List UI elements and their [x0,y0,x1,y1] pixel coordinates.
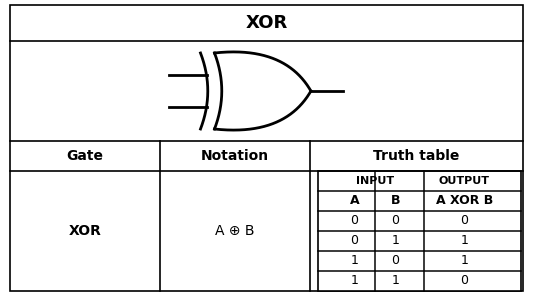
Text: OUTPUT: OUTPUT [439,176,490,186]
Text: 1: 1 [351,274,359,287]
Text: B: B [390,194,400,207]
Text: 0: 0 [391,215,399,228]
Text: Truth table: Truth table [373,149,459,163]
Text: XOR: XOR [69,224,101,238]
Text: A: A [350,194,359,207]
Text: XOR: XOR [245,14,288,32]
Text: 1: 1 [351,255,359,268]
Text: Gate: Gate [67,149,103,163]
Bar [318,171,521,291]
Text: 1: 1 [460,255,468,268]
Text: 0: 0 [351,215,359,228]
Text: 0: 0 [351,234,359,247]
Text: A ⊕ B: A ⊕ B [215,224,255,238]
Text: 1: 1 [391,234,399,247]
Text: 0: 0 [391,255,399,268]
Text: 1: 1 [460,234,468,247]
Text: 1: 1 [391,274,399,287]
Text: A XOR B: A XOR B [435,194,493,207]
Text: Notation: Notation [201,149,269,163]
Text: 0: 0 [460,274,468,287]
Text: 0: 0 [460,215,468,228]
Text: INPUT: INPUT [356,176,394,186]
